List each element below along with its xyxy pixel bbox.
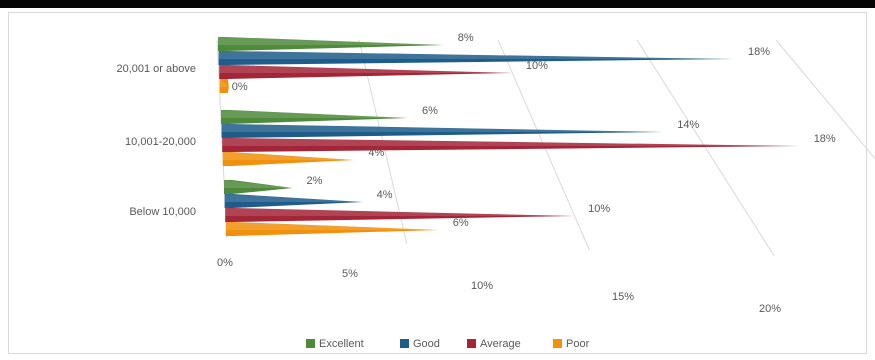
bar-below-10-000-excellent-highlight <box>224 180 293 188</box>
bar-below-10-000-poor <box>225 222 439 236</box>
data-label-10-001-20-000-excellent: 6% <box>422 105 438 117</box>
bar-20-001-or-above-poor-highlight <box>219 79 229 87</box>
data-label-20-001-or-above-poor: 0% <box>232 81 248 93</box>
gridline-20 <box>775 39 875 160</box>
bar-10-001-20-000-excellent-shape <box>221 110 408 124</box>
data-label-10-001-20-000-poor: 4% <box>368 147 384 159</box>
bar-10-001-20-000-poor <box>222 152 355 166</box>
legend-item-good: Good <box>400 338 440 350</box>
legend-label-good: Good <box>413 338 440 350</box>
legend-label-average: Average <box>480 338 521 350</box>
x-tick-label-10: 10% <box>471 280 493 292</box>
bar-below-10-000-average-shape <box>225 208 575 222</box>
bar-20-001-or-above-excellent <box>218 37 444 51</box>
x-axis-tick-labels: 0% 5% 10% 15% 20% <box>217 257 781 315</box>
x-tick-label-5: 5% <box>342 268 358 280</box>
data-label-10-001-20-000-average: 18% <box>814 133 836 145</box>
bar-10-001-20-000-poor-shape <box>222 152 355 166</box>
bar-below-10-000-poor-shape <box>225 222 439 236</box>
bar-10-001-20-000-good-highlight <box>221 124 664 132</box>
bar-10-001-20-000-average <box>222 138 800 152</box>
legend: Excellent Good Average Poor <box>306 338 590 350</box>
legend-item-average: Average <box>467 338 521 350</box>
bar-below-10-000-excellent-shape <box>224 180 293 194</box>
bar-20-001-or-above-excellent-highlight <box>218 37 444 45</box>
bar-20-001-or-above-average <box>219 65 512 79</box>
data-label-20-001-or-above-excellent: 8% <box>458 32 474 44</box>
bar-10-001-20-000-excellent-highlight <box>221 110 408 118</box>
bar-below-10-000-poor-highlight <box>225 222 439 230</box>
bar-10-001-20-000-good-shape <box>221 124 664 138</box>
data-labels: 8% 18% 10% 0% 6% 14% 18% 4% 2% 4% 10% 6% <box>232 32 836 229</box>
bar-20-001-or-above-average-highlight <box>219 65 512 73</box>
data-label-below-10-000-good: 4% <box>377 189 393 201</box>
legend-swatch-poor <box>553 339 562 348</box>
data-label-below-10-000-excellent: 2% <box>307 175 323 187</box>
bar-below-10-000-good-shape <box>224 194 363 208</box>
bar-10-001-20-000-good <box>221 124 664 138</box>
bar-20-001-or-above-good <box>218 51 735 65</box>
legend-item-excellent: Excellent <box>306 338 364 350</box>
bar-20-001-or-above-good-shape <box>218 51 735 65</box>
x-tick-label-0: 0% <box>217 257 233 269</box>
bar-20-001-or-above-poor-shape <box>219 79 229 93</box>
category-label-below-10-000: Below 10,000 <box>129 206 196 218</box>
legend-swatch-excellent <box>306 339 315 348</box>
legend-swatch-good <box>400 339 409 348</box>
legend-item-poor: Poor <box>553 338 590 350</box>
bar-below-10-000-average-highlight <box>225 208 575 216</box>
bar-10-001-20-000-average-highlight <box>222 138 800 146</box>
bar-10-001-20-000-average-shape <box>222 138 800 152</box>
x-tick-label-15: 15% <box>612 291 634 303</box>
data-label-20-001-or-above-good: 18% <box>748 46 770 58</box>
bars <box>218 37 800 236</box>
data-label-below-10-000-average: 10% <box>588 203 610 215</box>
bar-20-001-or-above-average-shape <box>219 65 512 79</box>
legend-label-poor: Poor <box>566 338 590 350</box>
data-label-below-10-000-poor: 6% <box>453 217 469 229</box>
data-label-10-001-20-000-good: 14% <box>677 119 699 131</box>
x-tick-label-20: 20% <box>759 303 781 315</box>
bar-below-10-000-good-highlight <box>224 194 363 202</box>
category-label-20-001-or-above: 20,001 or above <box>116 63 196 75</box>
legend-swatch-average <box>467 339 476 348</box>
bar-20-001-or-above-excellent-shape <box>218 37 444 51</box>
chart-area <box>8 12 867 354</box>
bar-20-001-or-above-poor <box>219 79 229 93</box>
bar-10-001-20-000-excellent <box>221 110 408 124</box>
data-label-20-001-or-above-average: 10% <box>526 60 548 72</box>
category-label-10-001-20-000: 10,001-20,000 <box>125 136 196 148</box>
bar-below-10-000-average <box>225 208 575 222</box>
bar-below-10-000-good <box>224 194 363 208</box>
gridline-15 <box>636 39 775 257</box>
top-edge-bar <box>0 0 875 8</box>
category-labels: 20,001 or above 10,001-20,000 Below 10,000 <box>116 63 196 218</box>
legend-label-excellent: Excellent <box>319 338 364 350</box>
bar-10-001-20-000-poor-highlight <box>222 152 355 160</box>
bar-20-001-or-above-good-highlight <box>218 51 735 59</box>
bar-below-10-000-excellent <box>224 180 293 194</box>
